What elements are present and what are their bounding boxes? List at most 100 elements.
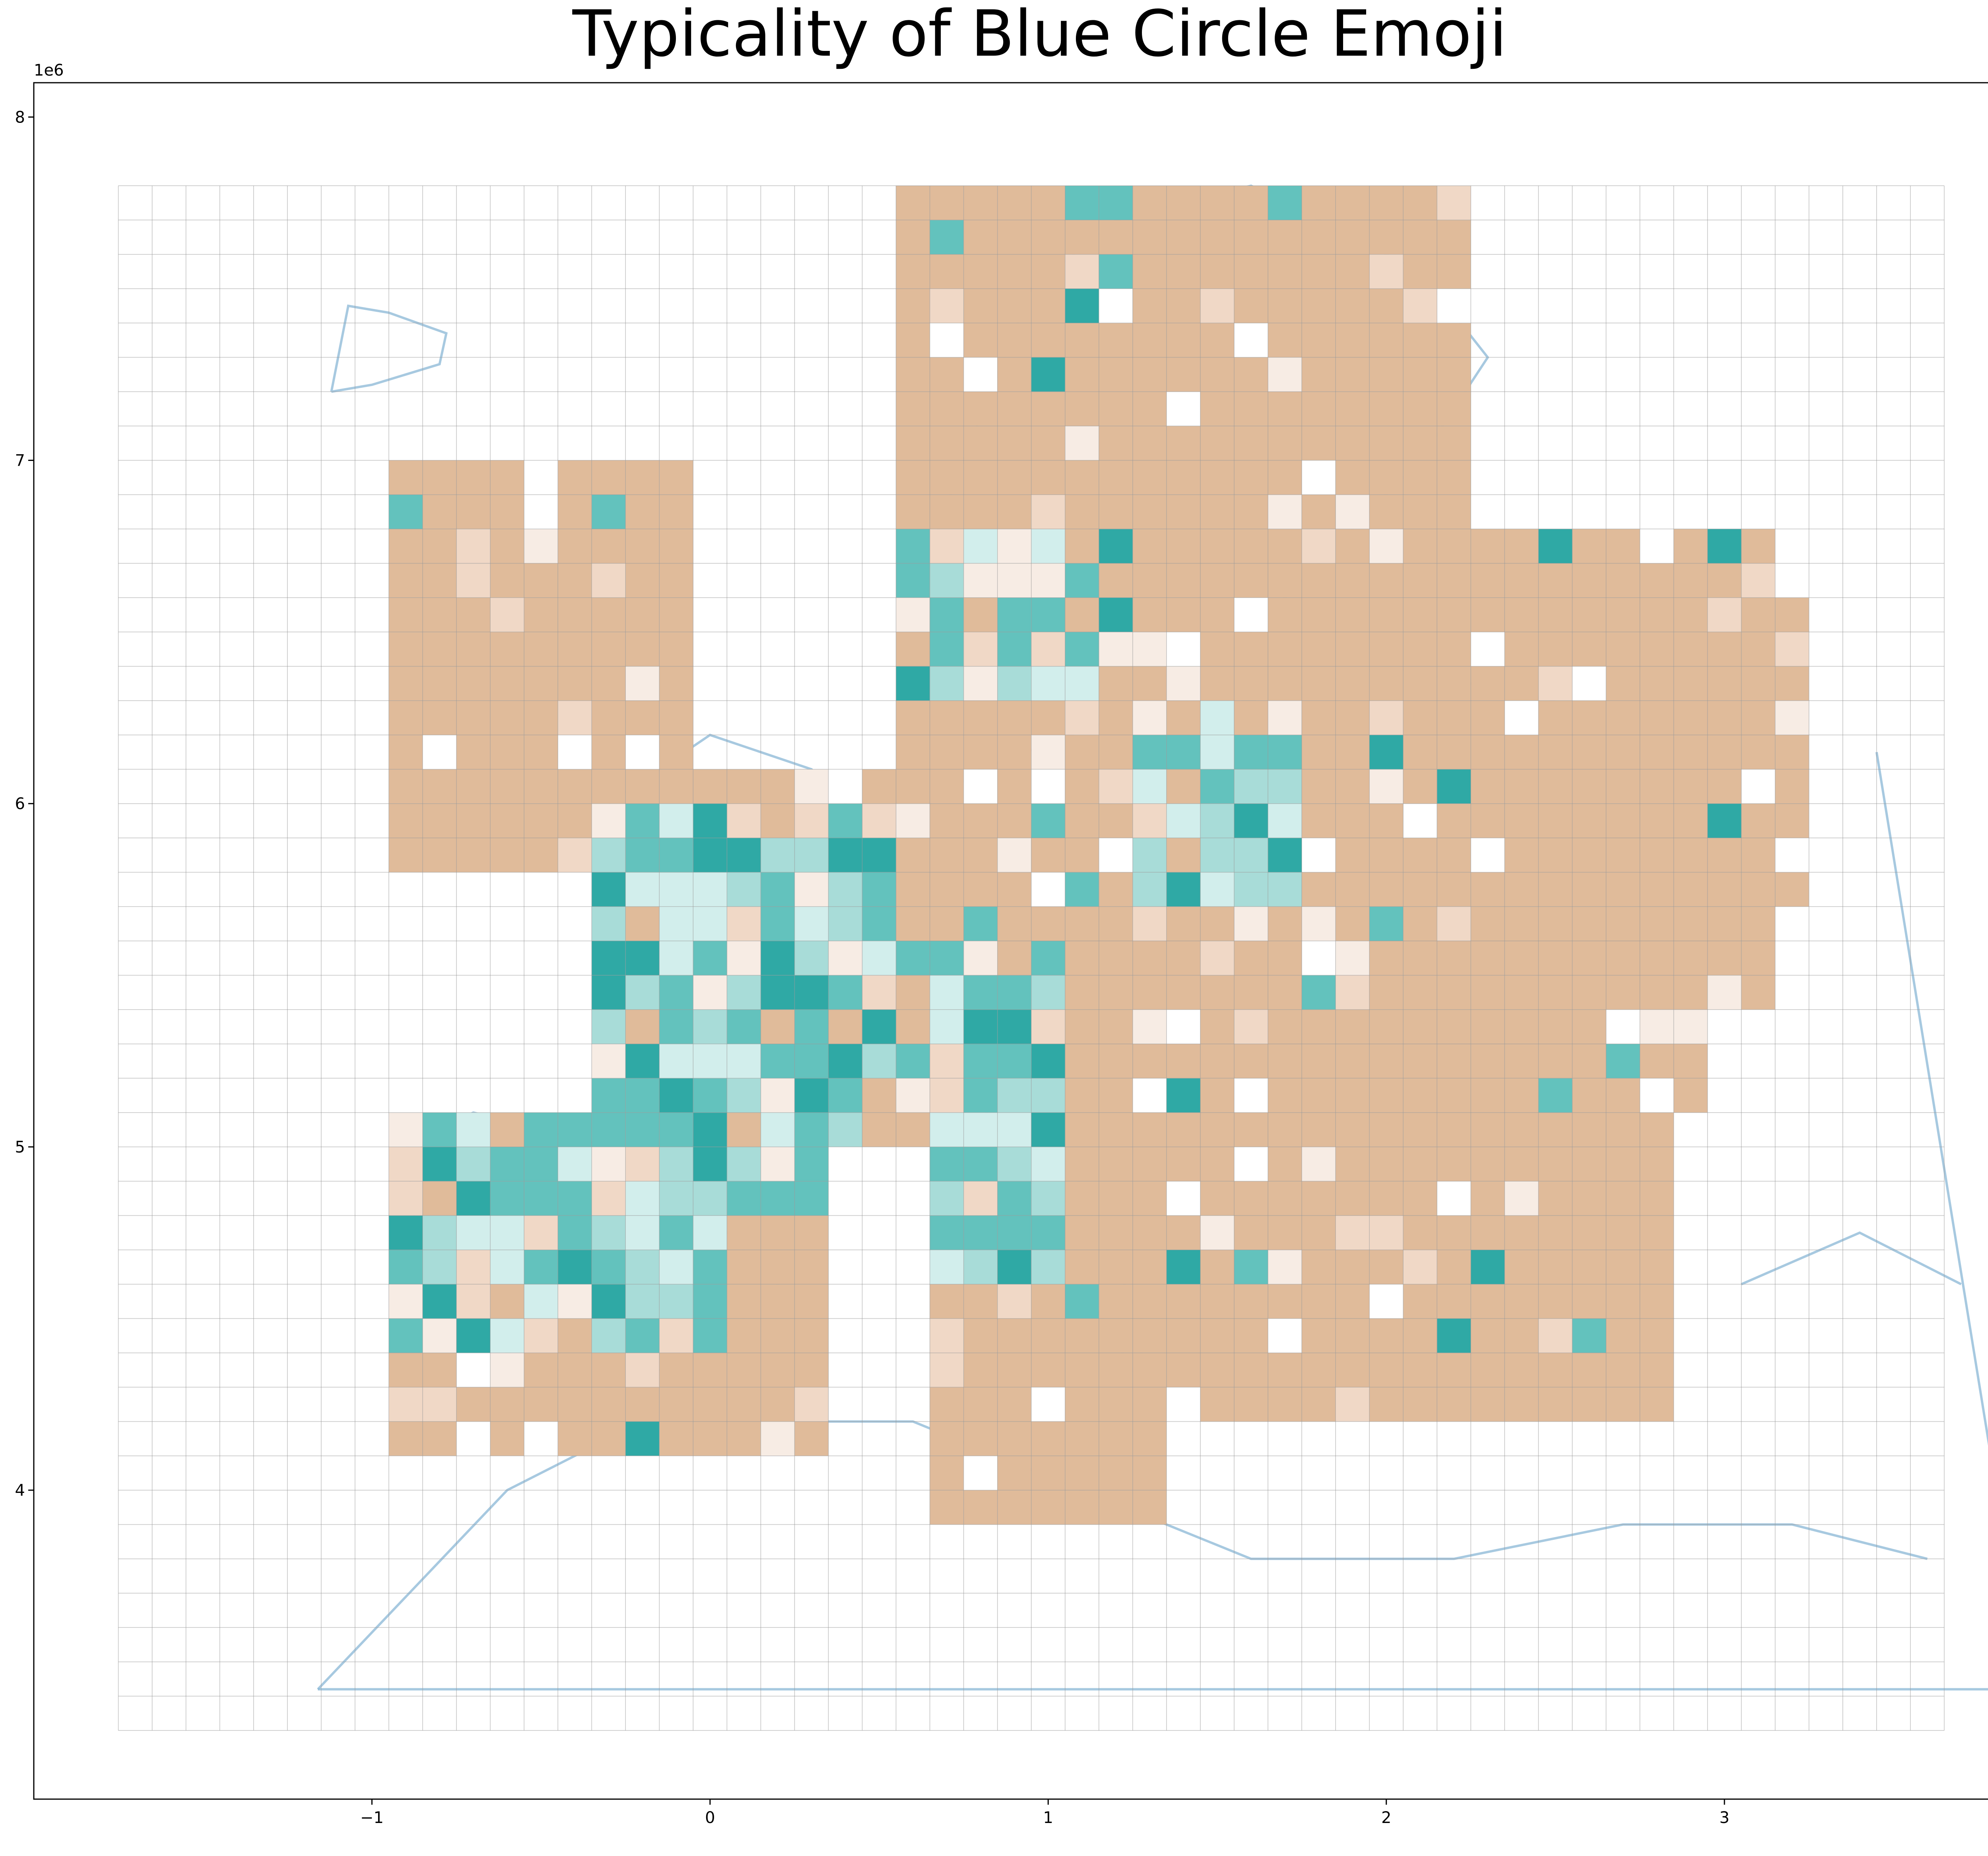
heatmap-cell [625,494,660,529]
heatmap-cell [1336,1078,1370,1113]
heatmap-cell [1132,1318,1167,1353]
heatmap-cell [1707,597,1741,632]
heatmap-cell [558,597,592,632]
heatmap-cell [794,803,829,838]
heatmap-cell [1200,1044,1234,1079]
heatmap-cell [997,1250,1031,1285]
heatmap-cell [625,872,660,907]
heatmap-cell [1505,1044,1539,1079]
heatmap-cell [930,597,964,632]
heatmap-cell [896,975,930,1010]
heatmap-cell [1673,597,1708,632]
heatmap-cell [1099,872,1133,907]
heatmap-cell [1538,1318,1573,1353]
heatmap-cell [1505,563,1539,598]
heatmap-cell [1437,426,1471,461]
heatmap-cell [1166,391,1200,426]
heatmap-cell [592,700,626,735]
heatmap-cell [1099,803,1133,838]
heatmap-cell [625,1044,660,1079]
heatmap-cell [997,1112,1031,1147]
heatmap-cell [1437,666,1471,701]
heatmap-cell [1200,597,1234,632]
heatmap-cell [1369,769,1404,804]
heatmap-cell [693,941,727,976]
heatmap-cell [1099,1112,1133,1147]
heatmap-cell [1640,1181,1674,1216]
heatmap-cell [1234,323,1268,358]
heatmap-cell [558,1215,592,1250]
heatmap-cell [1132,460,1167,495]
heatmap-cell [963,563,998,598]
heatmap-cell [1065,460,1099,495]
heatmap-cell [1505,1353,1539,1388]
heatmap-cell [896,529,930,564]
heatmap-cell [592,872,626,907]
y-tick-label: 5 [15,1138,25,1156]
heatmap-cell [1437,563,1471,598]
heatmap-cell [1099,700,1133,735]
heatmap-cell [1132,838,1167,873]
heatmap-cell [1302,1147,1336,1182]
heatmap-cell [1099,769,1133,804]
heatmap-cell [1606,1250,1640,1285]
heatmap-cell [1200,254,1234,289]
heatmap-cell [1268,529,1302,564]
heatmap-cell [1606,975,1640,1010]
heatmap-cell [625,1215,660,1250]
heatmap-cell [997,1387,1031,1422]
heatmap-cell [1234,529,1268,564]
heatmap-cell [1200,1147,1234,1182]
heatmap-cell [1268,1250,1302,1285]
heatmap-cell [1606,700,1640,735]
heatmap-cell [1369,1009,1404,1044]
heatmap-cell [761,1044,795,1079]
heatmap-cell [1268,391,1302,426]
heatmap-cell [422,494,457,529]
heatmap-cell [1166,494,1200,529]
heatmap-cell [1200,1318,1234,1353]
heatmap-cell [1437,1318,1471,1353]
heatmap-cell [862,941,896,976]
heatmap-cell [1538,838,1573,873]
heatmap-cell [1369,460,1404,495]
heatmap-cell [930,700,964,735]
heatmap-cell [1538,803,1573,838]
heatmap-cell [1505,597,1539,632]
heatmap-cell [1031,941,1065,976]
heatmap-cell [422,1284,457,1319]
heatmap-cell [1673,838,1708,873]
heatmap-cell [727,1215,761,1250]
heatmap-cell [930,1318,964,1353]
heatmap-cell [592,838,626,873]
heatmap-cell [1166,1009,1200,1044]
heatmap-cell [1302,185,1336,220]
heatmap-cell [490,632,524,667]
heatmap-cell [1336,1181,1370,1216]
heatmap-cell [1336,185,1370,220]
heatmap-cell [490,700,524,735]
heatmap-cell [1707,632,1741,667]
heatmap-cell [524,529,558,564]
heatmap-cell [1200,1284,1234,1319]
heatmap-cell [422,1318,457,1353]
heatmap-cell [1437,597,1471,632]
heatmap-cell [1065,906,1099,941]
heatmap-cell [828,1078,862,1113]
heatmap-cell [456,1181,491,1216]
heatmap-cell [524,1318,558,1353]
heatmap-cell [1166,563,1200,598]
heatmap-cell [963,632,998,667]
heatmap-cell [1200,1112,1234,1147]
heatmap-cell [1437,872,1471,907]
heatmap-cell [930,494,964,529]
heatmap-cell [625,632,660,667]
heatmap-cell [1369,1387,1404,1422]
heatmap-cell [625,666,660,701]
heatmap-cell [558,529,592,564]
heatmap-cell [490,494,524,529]
heatmap-cell [963,1078,998,1113]
heatmap-cell [727,941,761,976]
heatmap-cell [1200,391,1234,426]
heatmap-cell [625,941,660,976]
